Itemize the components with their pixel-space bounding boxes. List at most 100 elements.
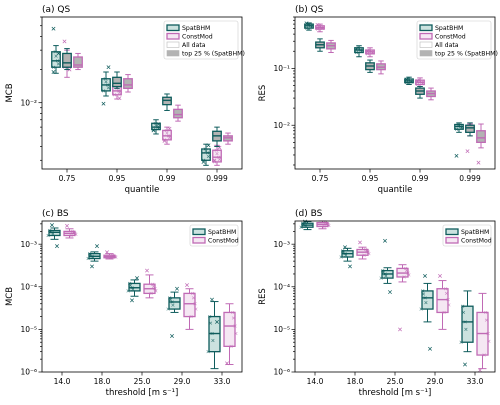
legend-label: All data <box>435 42 459 49</box>
station-point <box>203 147 207 151</box>
box-spatbhm <box>339 245 354 269</box>
x-tick-label: 25.0 <box>134 377 151 386</box>
outlier-point <box>423 273 427 278</box>
station-point <box>131 287 135 291</box>
axes-frame <box>41 220 243 373</box>
y-tick-label: 10⁻⁴ <box>273 282 290 291</box>
y-axis-label: MCB <box>5 287 15 306</box>
box-constmod <box>315 22 325 33</box>
legend-swatch <box>166 24 180 32</box>
station-point <box>233 324 237 328</box>
station-point <box>301 222 306 226</box>
box-spatbhm <box>419 273 434 351</box>
station-point <box>101 89 106 93</box>
outlier-point <box>117 96 122 101</box>
outlier-point <box>225 361 229 366</box>
axes-frame <box>41 16 243 170</box>
box-top-25-spatbhm- <box>162 93 172 111</box>
station-point <box>419 307 423 311</box>
outlier-point <box>465 149 470 154</box>
panel-c: (c) BS 10⁻⁶ 10⁻⁵ 10⁻⁴ 10⁻³ MCB 14.0 18.0 25.0 29.… <box>5 209 243 398</box>
y-tick-label: 10⁻³ <box>273 240 290 249</box>
x-tick-label: 14.0 <box>54 377 71 386</box>
station-point <box>463 320 467 324</box>
outlier-point <box>175 286 179 291</box>
y-axis-label: MCB <box>5 83 15 102</box>
box-top-25-spatbhm- <box>112 71 122 89</box>
panel-title: (a) QS <box>42 5 70 15</box>
station-point <box>459 340 463 344</box>
y-tick-label: 10⁻⁵ <box>20 325 37 334</box>
station-point <box>104 80 108 84</box>
station-point <box>214 148 218 152</box>
station-point <box>189 314 193 319</box>
box-spatbhm <box>299 219 314 231</box>
station-point <box>168 296 172 300</box>
box-spatbhm <box>206 297 221 370</box>
legend-swatch <box>192 236 206 244</box>
panel-b: (b) QS 10⁻² 10⁻¹ RES 0.75 0.95 0.99 0.999 quanti… <box>258 5 498 195</box>
axes-frame <box>294 220 496 373</box>
station-point <box>109 256 113 260</box>
station-point <box>50 230 54 234</box>
station-point <box>105 83 110 87</box>
station-point <box>299 225 303 229</box>
legend-swatch <box>419 32 433 40</box>
station-point <box>364 249 369 253</box>
panel-title: (b) QS <box>295 5 324 15</box>
outlier-point <box>343 245 347 250</box>
legend-label: ConstMod <box>208 238 239 245</box>
station-point <box>461 304 465 308</box>
station-point <box>51 232 55 236</box>
station-point <box>421 289 425 293</box>
y-tick-label: 10⁻⁴ <box>20 282 37 291</box>
box-spatbhm <box>51 26 61 74</box>
box-constmod <box>212 144 222 166</box>
legend-label: top 25 % (SpatBHM) <box>182 51 245 58</box>
station-point <box>307 23 311 27</box>
x-tick-label: 29.0 <box>174 377 191 386</box>
station-point <box>154 123 158 127</box>
x-tick-label: 18.0 <box>347 377 364 386</box>
station-point <box>409 80 414 84</box>
outlier-point <box>56 51 61 56</box>
box-top-25-spatbhm- <box>62 48 72 71</box>
legend-label: All data <box>182 42 206 49</box>
outlier-point <box>130 298 134 303</box>
station-point <box>487 339 491 343</box>
station-point <box>103 77 107 81</box>
station-point <box>357 47 361 51</box>
station-point <box>381 268 385 273</box>
station-point <box>318 25 322 29</box>
x-tick-label: 0.99 <box>159 174 176 183</box>
station-point <box>370 51 375 55</box>
station-point <box>171 303 175 307</box>
station-point <box>162 138 167 142</box>
outlier-point <box>50 223 54 228</box>
outlier-point <box>185 283 189 287</box>
box-spatbhm <box>404 76 414 86</box>
x-tick-label: 18.0 <box>94 377 111 386</box>
box-spatbhm <box>201 143 211 166</box>
box-constmod <box>162 126 172 145</box>
station-point <box>156 126 161 130</box>
station-point <box>69 233 73 238</box>
panel-title: (c) BS <box>42 209 69 219</box>
box-constmod <box>415 77 425 87</box>
y-tick-label: 10⁻² <box>20 98 37 107</box>
box-top-25-constmod- <box>376 60 386 75</box>
box-spatbhm <box>459 290 474 367</box>
station-point <box>193 302 197 306</box>
station-point <box>320 26 325 30</box>
box-top-25-constmod- <box>476 123 486 165</box>
station-point <box>46 233 50 238</box>
box-spatbhm <box>46 223 61 249</box>
station-point <box>114 255 118 259</box>
box-top-25-spatbhm- <box>212 126 222 148</box>
station-point <box>304 26 309 30</box>
x-tick-label: 25.0 <box>387 377 404 386</box>
station-point <box>191 291 195 295</box>
box-spatbhm <box>354 45 364 58</box>
station-point <box>424 301 428 305</box>
